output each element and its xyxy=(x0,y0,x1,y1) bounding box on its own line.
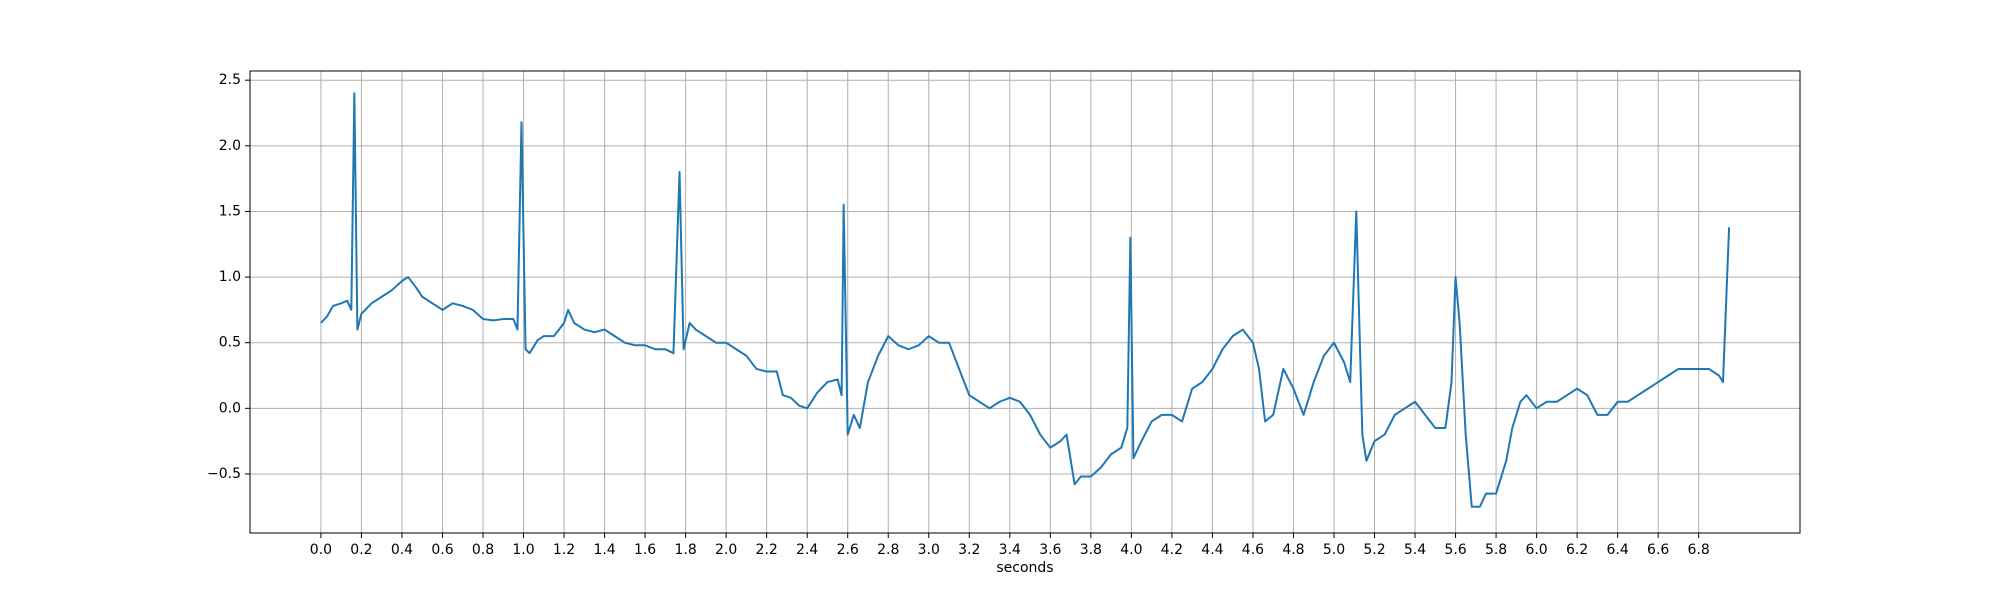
x-tick-label: 5.6 xyxy=(1444,542,1466,558)
x-tick-label: 3.0 xyxy=(918,542,940,558)
x-tick-label: 4.0 xyxy=(1120,542,1142,558)
x-tick-label: 4.8 xyxy=(1282,542,1304,558)
y-tick-label: 2.5 xyxy=(219,72,241,88)
x-tick-label: 2.4 xyxy=(796,542,818,558)
x-tick-label: 0.4 xyxy=(391,542,413,558)
y-tick-label: 2.0 xyxy=(219,138,241,154)
x-tick-label: 0.0 xyxy=(310,542,332,558)
x-tick-label: 1.6 xyxy=(634,542,656,558)
x-tick-label: 2.6 xyxy=(837,542,859,558)
y-tick-label: 1.0 xyxy=(219,269,241,285)
x-tick-label: 6.6 xyxy=(1647,542,1669,558)
x-tick-label: 6.4 xyxy=(1607,542,1629,558)
x-tick-label: 2.2 xyxy=(756,542,778,558)
x-tick-label: 1.8 xyxy=(674,542,696,558)
plot-frame xyxy=(249,70,1801,534)
x-tick-label: 0.8 xyxy=(472,542,494,558)
x-tick-label: 0.2 xyxy=(350,542,372,558)
x-tick-label: 5.0 xyxy=(1323,542,1345,558)
x-tick-label: 3.6 xyxy=(1039,542,1061,558)
y-tick-label: 0.0 xyxy=(219,400,241,416)
y-tick-label: 0.5 xyxy=(219,335,241,351)
x-tick-label: 6.2 xyxy=(1566,542,1588,558)
x-tick-label: 3.4 xyxy=(999,542,1021,558)
x-tick-label: 6.8 xyxy=(1688,542,1710,558)
x-tick-label: 3.2 xyxy=(958,542,980,558)
x-tick-label: 4.4 xyxy=(1201,542,1223,558)
x-tick-label: 6.0 xyxy=(1525,542,1547,558)
x-tick-label: 0.6 xyxy=(431,542,453,558)
x-tick-label: 1.0 xyxy=(512,542,534,558)
x-tick-label: 1.4 xyxy=(593,542,615,558)
x-tick-label: 5.2 xyxy=(1363,542,1385,558)
line-series xyxy=(320,92,1731,508)
x-tick-label: 1.2 xyxy=(553,542,575,558)
x-tick-label: 5.4 xyxy=(1404,542,1426,558)
x-tick-label: 5.8 xyxy=(1485,542,1507,558)
x-tick-label: 2.8 xyxy=(877,542,899,558)
x-tick-label: 2.0 xyxy=(715,542,737,558)
y-tick-label: −0.5 xyxy=(207,466,241,482)
x-tick-label: 4.6 xyxy=(1242,542,1264,558)
y-tick-label: 1.5 xyxy=(219,203,241,219)
x-axis-label: seconds xyxy=(996,560,1053,576)
x-tick-label: 4.2 xyxy=(1161,542,1183,558)
x-tick-label: 3.8 xyxy=(1080,542,1102,558)
